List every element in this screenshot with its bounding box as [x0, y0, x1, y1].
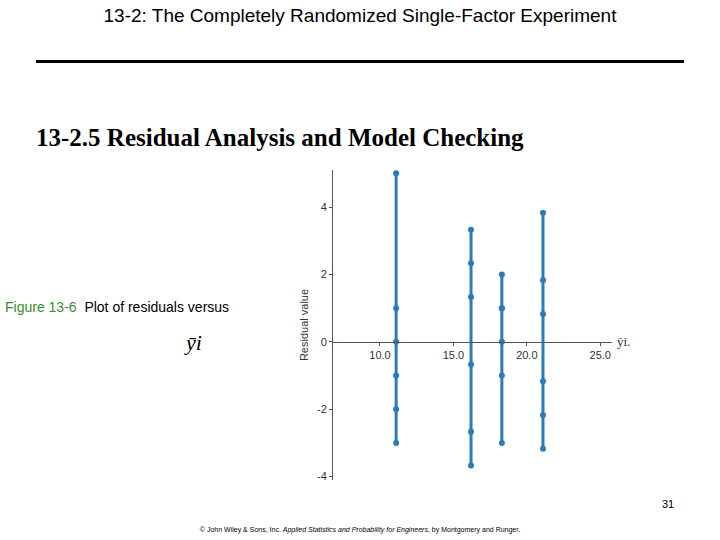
svg-text:25.0: 25.0 [590, 349, 611, 361]
html-text:© John Wiley & Sons, Inc. Appl: © John Wiley & Sons, Inc. Applied Statis… [199, 526, 521, 533]
html-text:31: 31 [662, 498, 675, 510]
svg-text:0: 0 [321, 336, 327, 348]
svg-text:10.0: 10.0 [369, 349, 390, 361]
html-text:ȳi: ȳi [186, 330, 202, 355]
svg-text:20.0: 20.0 [516, 349, 537, 361]
svg-text:Residual value: Residual value [298, 289, 310, 361]
html-text:Figure 13-6: Figure 13-6 [5, 299, 77, 315]
html-text:Plot of residuals versus: Plot of residuals versus [84, 299, 230, 315]
svg-text:ȳi.: ȳi. [617, 334, 630, 349]
html-text:13-2.5 Residual Analysis and M: 13-2.5 Residual Analysis and Model Check… [36, 124, 524, 151]
html-text:13-2: The Completely Randomize: 13-2: The Completely Randomized Single-F… [103, 5, 617, 26]
svg-text:4: 4 [321, 201, 327, 213]
svg-text:2: 2 [321, 268, 327, 280]
svg-text:15.0: 15.0 [443, 349, 464, 361]
svg-text:-4: -4 [317, 470, 327, 482]
svg-text:-2: -2 [317, 403, 327, 415]
